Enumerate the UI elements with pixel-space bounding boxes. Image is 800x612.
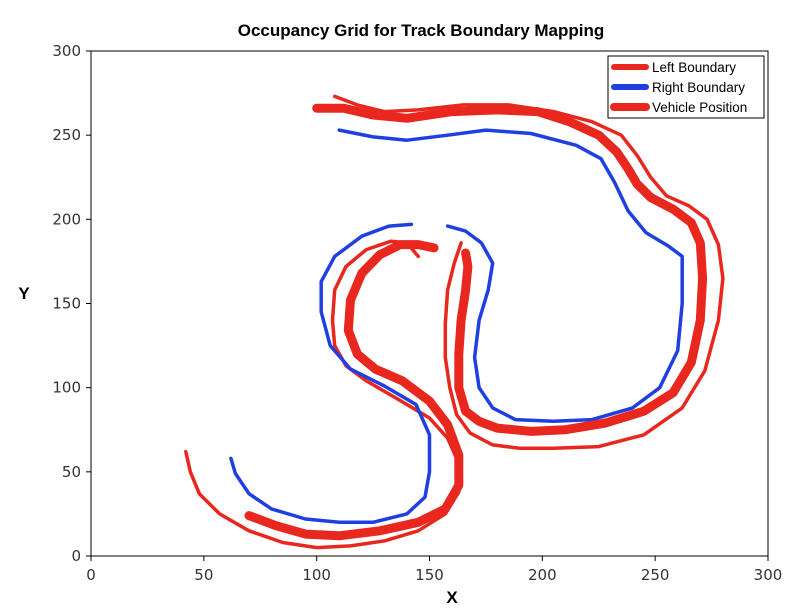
legend-label-right-boundary: Right Boundary xyxy=(652,80,745,95)
x-tick-label: 150 xyxy=(415,566,444,584)
y-tick-label: 0 xyxy=(71,547,81,565)
x-tick-label: 0 xyxy=(86,566,96,584)
y-axis-label: Y xyxy=(18,284,30,303)
y-tick-label: 200 xyxy=(52,210,81,228)
y-tick-label: 300 xyxy=(52,42,81,60)
chart-title: Occupancy Grid for Track Boundary Mappin… xyxy=(238,21,605,40)
x-tick-label: 250 xyxy=(641,566,670,584)
legend-label-left-boundary: Left Boundary xyxy=(652,60,736,75)
y-tick-label: 150 xyxy=(52,295,81,313)
vehicle-position-path-2 xyxy=(244,240,464,541)
x-tick-label: 200 xyxy=(528,566,557,584)
x-tick-label: 100 xyxy=(302,566,331,584)
x-axis-label: X xyxy=(446,588,458,607)
x-axis-ticks: 0 50 100 150 200 250 300 xyxy=(86,556,782,584)
legend: Left Boundary Right Boundary Vehicle Posit… xyxy=(607,55,765,119)
x-tick-label: 50 xyxy=(194,566,213,584)
x-tick-label: 300 xyxy=(754,566,783,584)
legend-label-vehicle-position: Vehicle Position xyxy=(652,100,747,115)
y-tick-label: 100 xyxy=(52,379,81,397)
right-boundary-path-2 xyxy=(229,222,432,525)
series-layer xyxy=(184,94,725,550)
right-boundary-path-1 xyxy=(337,128,684,424)
plot-area xyxy=(90,50,769,557)
y-tick-label: 50 xyxy=(62,463,81,481)
left-boundary-path-1 xyxy=(332,94,725,451)
y-axis-ticks: 0 50 100 150 200 250 300 xyxy=(52,42,91,565)
y-tick-label: 250 xyxy=(52,126,81,144)
vehicle-position-path-1 xyxy=(312,103,708,436)
